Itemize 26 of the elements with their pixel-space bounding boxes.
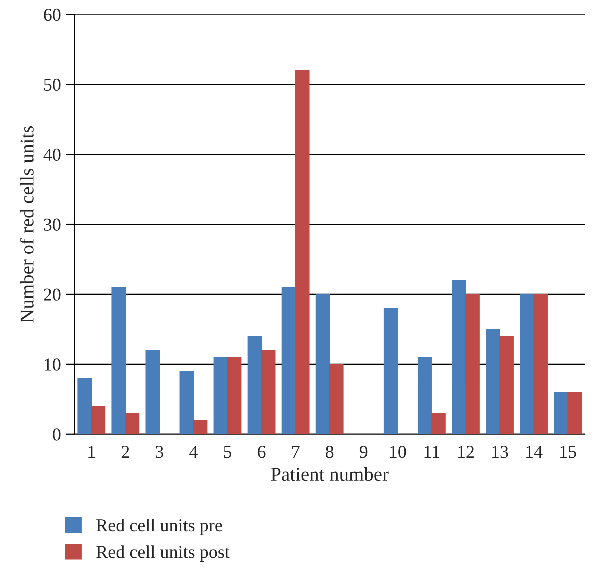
y-tick-label: 0	[53, 428, 61, 441]
x-tick-label: 12	[458, 446, 474, 458]
legend-label: Red cell units post	[96, 546, 230, 562]
y-tick-label: 30	[44, 218, 61, 231]
x-tick-label: 9	[360, 446, 368, 458]
x-tick-label: 10	[390, 446, 406, 458]
x-tick-label: 11	[424, 446, 440, 458]
x-tick-label: 7	[292, 446, 300, 458]
y-tick-label: 20	[44, 288, 61, 301]
x-tick-label: 6	[258, 446, 266, 458]
x-tick-label: 3	[156, 446, 164, 458]
x-tick-label: 2	[122, 446, 130, 458]
x-tick-label: 5	[224, 446, 232, 458]
x-tick-label: 8	[326, 446, 334, 458]
x-tick-label: 14	[526, 446, 543, 458]
y-tick-label: 10	[44, 358, 61, 371]
x-tick-label: 13	[492, 446, 508, 458]
y-tick-label: 50	[44, 78, 61, 92]
y-tick-label: 40	[44, 148, 61, 162]
legend-label: Red cell units pre	[96, 518, 222, 536]
x-tick-label: 4	[190, 446, 198, 458]
x-tick-label: 1	[88, 446, 96, 458]
y-tick-label: 60	[44, 8, 61, 22]
x-axis-title: Patient number	[271, 467, 389, 482]
y-axis-title: Number of red cells units	[20, 126, 34, 323]
x-tick-label: 15	[560, 446, 576, 458]
